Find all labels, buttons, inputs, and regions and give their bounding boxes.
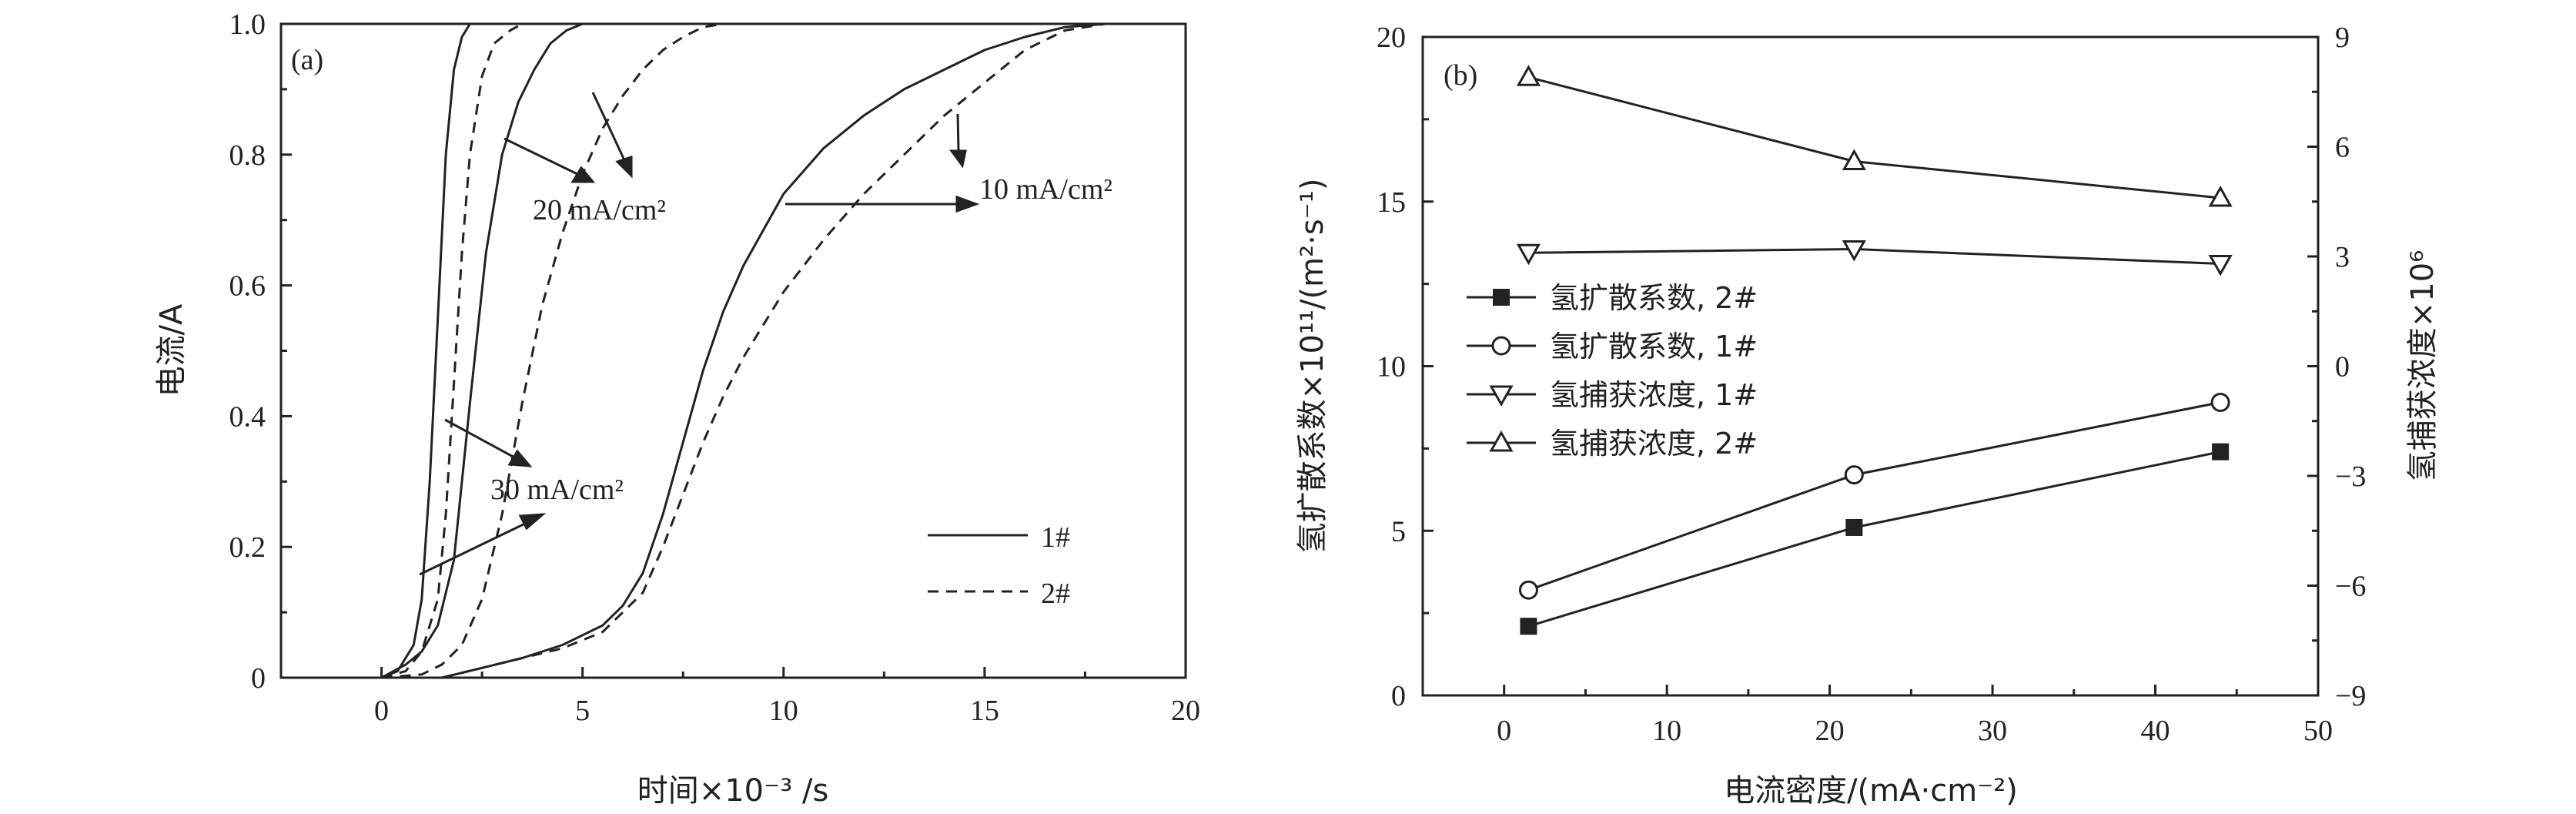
- legend-a: 1# 2#: [928, 521, 1070, 610]
- y-tick-label: 0: [1391, 680, 1406, 712]
- x-tick-label: 20: [1171, 695, 1200, 727]
- y-tick-label: 15: [1377, 186, 1406, 219]
- data-point-b-3-2: [2208, 185, 2233, 207]
- annotation-30: 30 mA/cm²: [490, 474, 624, 506]
- series-line-2-3: [381, 22, 724, 679]
- legend-marker-b-1: [1491, 336, 1511, 356]
- legend-label-b-2: 氢捕获浓度, 1#: [1550, 378, 1758, 412]
- x-tick-label: 20: [1815, 715, 1845, 747]
- ticks-group-b: 0 10 20 30 40 50 0 5 10 15 20 −9 −6 −3 0 3 6 9: [1377, 22, 2366, 747]
- y-tick-label: 0.4: [229, 400, 266, 433]
- x-tick-label: 30: [1978, 715, 2007, 747]
- data-point-b-1-2: [2210, 393, 2230, 413]
- x-tick-label: 10: [769, 695, 798, 727]
- legend-label-1: 1#: [1041, 521, 1070, 554]
- x-tick-label: 40: [2141, 715, 2170, 747]
- data-point-b-3-1: [1842, 149, 1866, 170]
- y2label-b: 氢捕获浓度×10⁶: [2405, 250, 2441, 481]
- data-point-b-0-1: [1845, 518, 1863, 536]
- series-line-1-4: [441, 22, 1106, 679]
- data-point-b-3-0: [1516, 65, 1541, 86]
- y2-tick-label: 9: [2335, 22, 2350, 54]
- plot-frame-b: [1421, 35, 2320, 697]
- ylabel-b: 氢扩散系数×10¹¹/(m²·s⁻¹): [1295, 179, 1330, 554]
- data-point-b-1-0: [1518, 580, 1538, 600]
- xlabel-a: 时间×10⁻³ /s: [637, 773, 829, 809]
- legend-marker-b-3: [1489, 430, 1514, 452]
- annotation-20: 20 mA/cm²: [533, 194, 666, 226]
- series-line-1-2: [380, 22, 584, 679]
- data-point-b-2-2: [2208, 255, 2233, 276]
- series-line-2-5: [441, 22, 1106, 679]
- legend-label-b-0: 氢扩散系数, 2#: [1550, 281, 1758, 315]
- x-tick-label: 15: [970, 695, 999, 727]
- y-tick-label: 0.2: [229, 531, 266, 564]
- legend-marker-b-0: [1493, 289, 1510, 306]
- y-tick-label: 0.6: [229, 270, 266, 303]
- legend-b: 氢扩散系数, 2# 氢扩散系数, 1# 氢捕获浓度, 1# 氢捕获浓度, 2#: [1467, 281, 1758, 461]
- x-tick-label: 0: [1497, 715, 1511, 747]
- y2-tick-label: 0: [2335, 351, 2350, 384]
- y-tick-label: 10: [1377, 351, 1406, 384]
- y2-tick-label: −6: [2335, 571, 2366, 603]
- annotation-10: 10 mA/cm²: [979, 173, 1112, 206]
- series-group-a: [380, 22, 1106, 679]
- data-point-b-2-1: [1842, 240, 1866, 262]
- y-tick-label: 1.0: [229, 8, 266, 41]
- x-tick-label: 0: [374, 695, 389, 727]
- y2-tick-label: 3: [2335, 241, 2350, 273]
- y-tick-label: 5: [1391, 515, 1406, 548]
- y2-tick-label: 6: [2335, 132, 2350, 164]
- data-point-b-2-0: [1516, 243, 1541, 266]
- y2-tick-label: −3: [2335, 461, 2366, 493]
- annotation-arrows: [419, 92, 980, 576]
- series-line-b-3: [1528, 75, 2221, 199]
- data-point-b-0-2: [2212, 443, 2230, 461]
- legend-label-2: 2#: [1041, 578, 1070, 610]
- y-tick-label: 20: [1377, 22, 1406, 54]
- x-tick-label: 10: [1652, 715, 1681, 747]
- data-point-b-1-1: [1844, 465, 1864, 485]
- series-line-b-0: [1527, 451, 2221, 628]
- x-tick-label: 5: [575, 695, 590, 727]
- y-tick-label: 0: [251, 662, 266, 695]
- xlabel-b: 电流密度/(mA·cm⁻²): [1724, 773, 2018, 809]
- series-line-2-1: [381, 22, 543, 679]
- panel-label-b: (b): [1444, 59, 1477, 92]
- series-group-b: [1516, 65, 2233, 635]
- y2-tick-label: −9: [2335, 680, 2366, 712]
- ticks-group-a: 0 5 10 15 20 0 0.2 0.4 0.6 0.8 1.0: [229, 8, 1201, 727]
- ylabel-a: 电流/A: [154, 303, 189, 397]
- series-line-b-2: [1528, 247, 2221, 265]
- legend-label-b-1: 氢扩散系数, 1#: [1550, 330, 1758, 363]
- legend-label-b-3: 氢捕获浓度, 2#: [1550, 427, 1758, 461]
- x-tick-label: 50: [2303, 715, 2333, 747]
- legend-marker-b-2: [1489, 385, 1514, 407]
- panel-label-a: (a): [291, 44, 323, 76]
- y-tick-label: 0.8: [229, 139, 266, 172]
- data-point-b-0-0: [1520, 618, 1537, 635]
- series-line-1-0: [381, 22, 487, 679]
